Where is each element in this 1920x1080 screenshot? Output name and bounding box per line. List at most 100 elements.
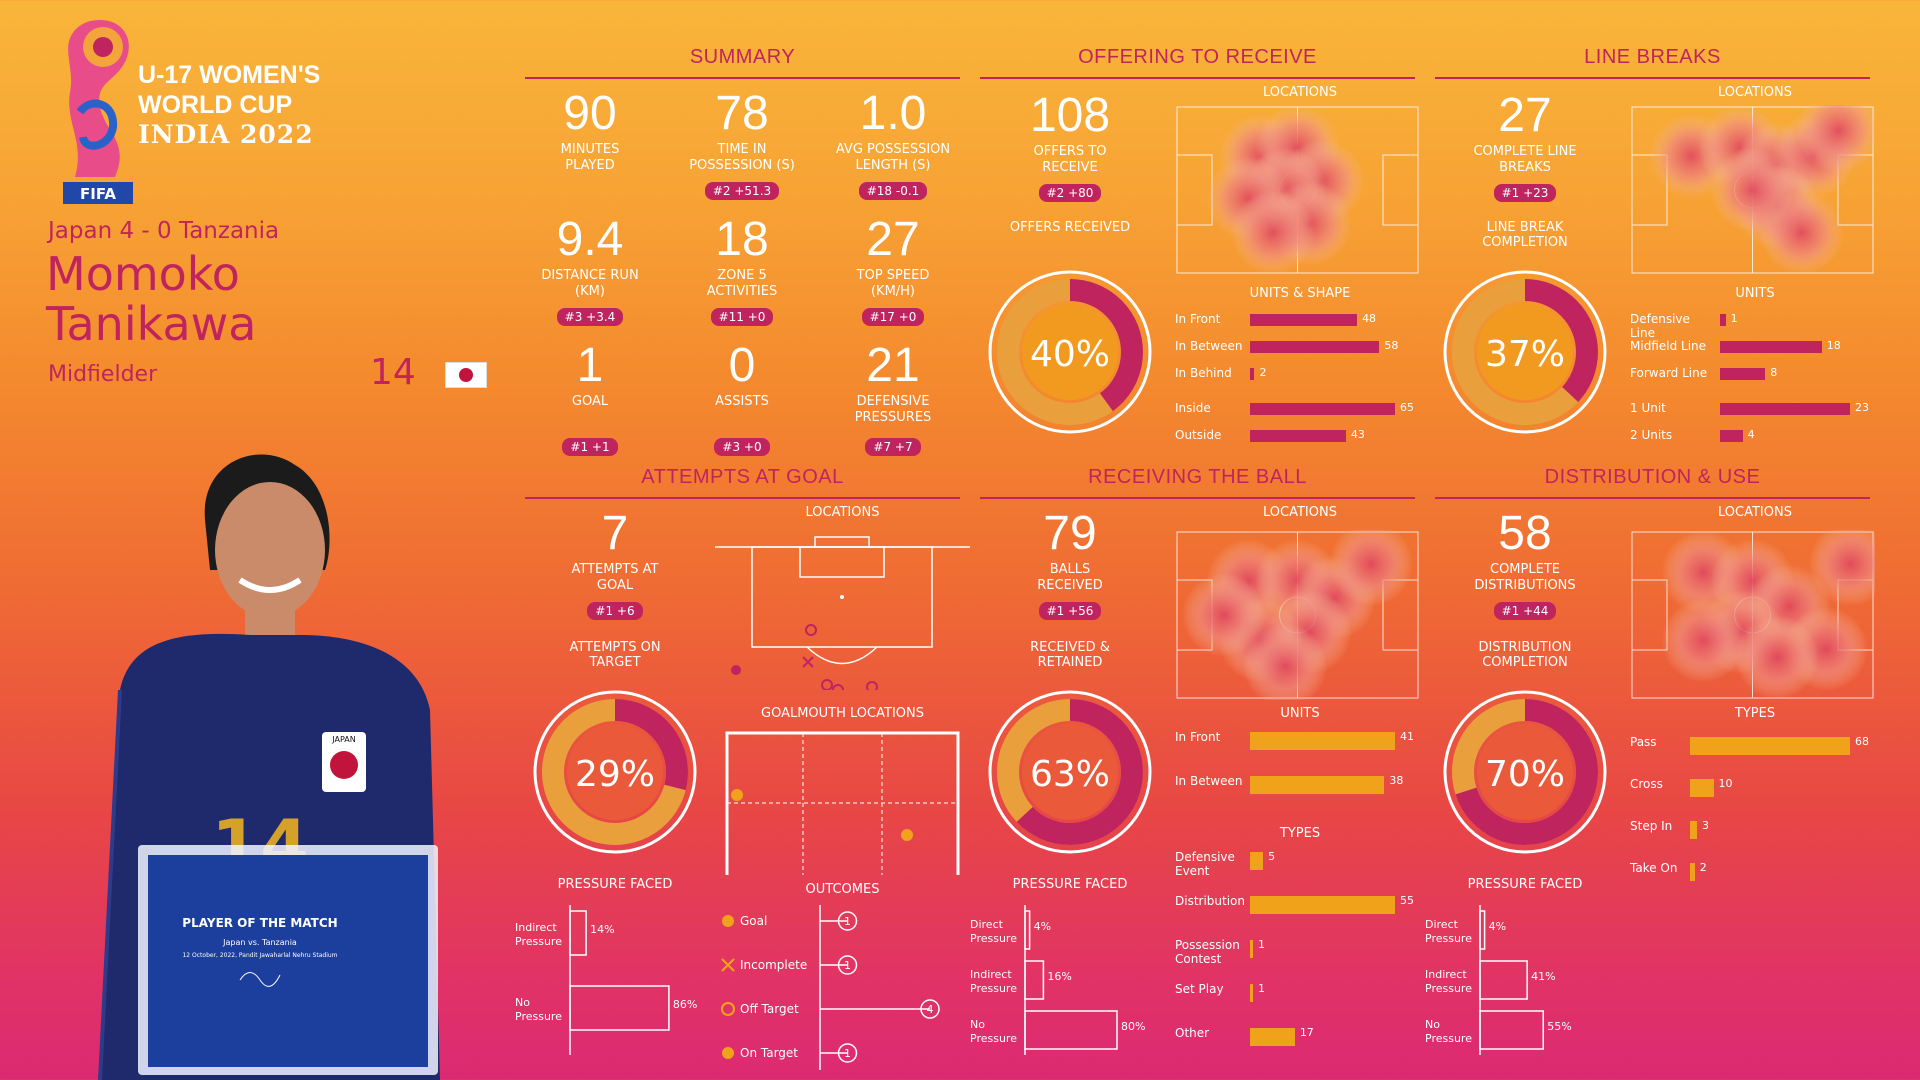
- bar-value: 10: [1718, 777, 1733, 790]
- receiving-main-stat: 79 BALLS RECEIVED #1 +56: [1037, 507, 1103, 620]
- incomplete-icon: [721, 958, 735, 972]
- pressure-value: 4%: [1489, 920, 1506, 933]
- attempts-pitch-map: [715, 525, 970, 696]
- pressure-label: Indirect: [515, 921, 557, 934]
- outcomes-chart: Goal 1 Incomplete 1 Off Target 4 On Target 1: [720, 905, 960, 1075]
- donut-center: [1022, 724, 1118, 820]
- bar-row: Pass 68: [1630, 735, 1875, 755]
- receiving-donut: 63%: [988, 690, 1152, 854]
- pressure-label: Pressure: [515, 1010, 562, 1023]
- bar: [1720, 403, 1850, 415]
- bar-label: Pass: [1630, 735, 1657, 749]
- receiving-pressure-chart: Direct Pressure 4% Indirect Pressure 16% No Pre…: [970, 905, 1170, 1075]
- linebreaks-bars: Defensive Line 1 Midfield Line 18 Forward Li…: [1630, 312, 1875, 452]
- plaque-title: PLAYER OF THE MATCH: [182, 916, 337, 930]
- goalmouth-map: [725, 730, 960, 875]
- bar-label: Set Play: [1175, 982, 1224, 996]
- bar-value: 4: [1747, 428, 1755, 441]
- receiving-pressure-title: PRESSURE FACED: [1012, 877, 1128, 892]
- bar: [1250, 314, 1358, 326]
- bar-value: 58: [1384, 339, 1399, 352]
- receiving-units-title: UNITS: [1280, 706, 1320, 721]
- bar-label: In Between: [1175, 339, 1243, 353]
- bar: [1250, 852, 1264, 870]
- bar-value: 1: [1258, 938, 1265, 951]
- bar-value: 18: [1826, 339, 1841, 352]
- bar-row: In Behind 2: [1175, 366, 1420, 386]
- receiving-locations-label: LOCATIONS: [1263, 505, 1337, 520]
- distribution-donut: 70%: [1443, 690, 1607, 854]
- bar-label: Cross: [1630, 777, 1663, 791]
- pressure-label: No: [970, 1018, 985, 1031]
- heat-blob: [1329, 522, 1413, 606]
- pressure-label: Pressure: [970, 982, 1017, 995]
- attempts-donut: 29%: [533, 690, 697, 854]
- bar: [1720, 368, 1766, 380]
- pressure-label: No: [1425, 1018, 1440, 1031]
- player-last-name: Tanikawa: [46, 297, 257, 351]
- bar: [1250, 732, 1395, 750]
- linebreaks-heatmap: [1630, 88, 1881, 275]
- linebreaks-donut-label: LINE BREAK COMPLETION: [1482, 220, 1568, 250]
- bar-row: Defensive Event 5: [1175, 850, 1420, 890]
- pressure-bar: [1479, 960, 1528, 1000]
- player-first-name: Momoko: [46, 247, 240, 301]
- player-photo: JAPAN 14 PLAYER OF THE MATCH Japan vs. T…: [60, 440, 440, 1080]
- distribution-locations-label: LOCATIONS: [1718, 505, 1792, 520]
- bar-label: 1 Unit: [1630, 401, 1666, 415]
- donut-outer-ring: [1443, 690, 1607, 854]
- donut-percent-label: 37%: [1485, 334, 1565, 375]
- attempts-locations-label: LOCATIONS: [805, 505, 880, 520]
- outcome-value: 1: [844, 959, 851, 972]
- bar-value: 23: [1855, 401, 1869, 414]
- pressure-value: 80%: [1121, 1020, 1145, 1033]
- bar-label: Midfield Line: [1630, 339, 1707, 353]
- bar-label: Forward Line: [1630, 366, 1708, 380]
- heat-blob: [1182, 573, 1266, 657]
- receiving-types-bars: Defensive Event 5 Distribution 55 Possession…: [1175, 850, 1420, 1070]
- bar-label: Outside: [1175, 428, 1222, 442]
- pressure-value: 86%: [673, 998, 697, 1011]
- outcome-dot: [837, 1043, 858, 1063]
- stat-top-speed: 27 TOP SPEED (KM/H) #17 +0: [856, 213, 930, 326]
- bar-row: Possession Contest 1: [1175, 938, 1420, 978]
- stat-possession-time: 78 TIME IN POSSESSION (s) #2 +51.3: [689, 87, 795, 200]
- pressure-label: No: [515, 996, 530, 1009]
- donut-outer-ring: [1443, 270, 1607, 434]
- distribution-title: DISTRIBUTION & USE: [1544, 466, 1761, 488]
- bar-label: In Between: [1175, 774, 1243, 788]
- bar-row: Distribution 55: [1175, 894, 1420, 934]
- bar-label: Take On: [1630, 861, 1678, 875]
- heat-blob: [1735, 615, 1819, 700]
- bar-label: Other: [1175, 1026, 1210, 1040]
- attempts-pressure-title: PRESSURE FACED: [557, 877, 673, 892]
- bar: [1720, 314, 1726, 326]
- pressure-label: Indirect: [970, 968, 1012, 981]
- match-result: Japan 4 - 0 Tanzania: [48, 218, 280, 244]
- bar-row: Step In 3: [1630, 819, 1875, 839]
- bar: [1690, 737, 1850, 755]
- offering-heatmap: [1175, 105, 1420, 275]
- distribution-heatmap: [1630, 522, 1893, 700]
- bar-row: In Front 48: [1175, 312, 1420, 332]
- pressure-label: Indirect: [1425, 968, 1467, 981]
- pressure-label: Pressure: [970, 932, 1017, 945]
- badge: #1 +23: [1493, 184, 1557, 202]
- bar-row: Set Play 1: [1175, 982, 1420, 1022]
- badge: #3 +0: [714, 438, 770, 456]
- donut-outer-ring: [988, 270, 1152, 434]
- offering-locations-label: LOCATIONS: [1263, 85, 1337, 100]
- offering-bars: In Front 48 In Between 58 In Behind 2 Inside 65…: [1175, 312, 1420, 452]
- bar-value: 5: [1268, 850, 1276, 863]
- bar-value: 43: [1350, 428, 1365, 441]
- donut-center: [1477, 304, 1573, 400]
- badge: #17 +0: [861, 308, 925, 326]
- pressure-label: Pressure: [970, 1032, 1017, 1045]
- bar-label: In Front: [1175, 312, 1221, 326]
- pressure-value: 16%: [1047, 970, 1071, 983]
- off-target-icon: [721, 1002, 735, 1016]
- receiving-heatmap: [1175, 522, 1420, 708]
- bar: [1250, 776, 1385, 794]
- plaque-date: 12 October, 2022, Pandit Jawaharlal Nehr…: [182, 952, 337, 959]
- bar-row: Midfield Line 18: [1630, 339, 1875, 359]
